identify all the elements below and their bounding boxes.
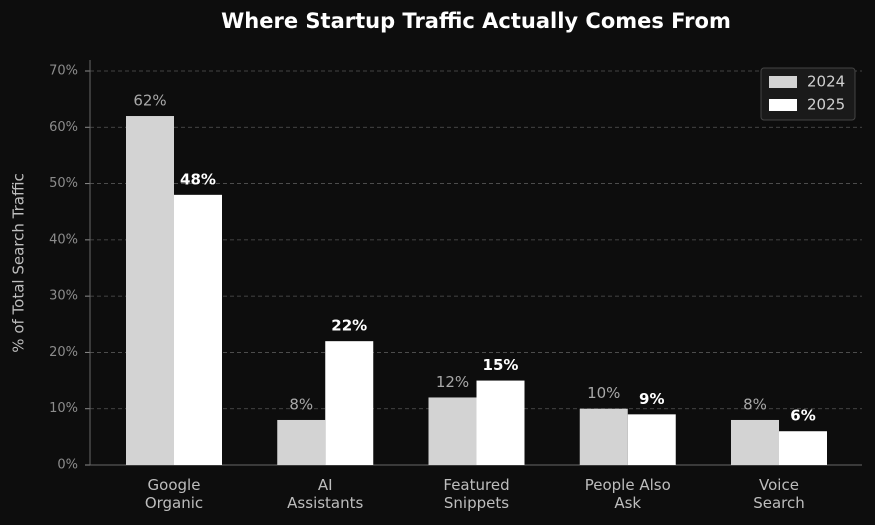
value-label: 10% (587, 384, 620, 402)
x-tick-label-line: Snippets (444, 494, 509, 512)
bar (779, 431, 827, 465)
bar (428, 397, 477, 465)
y-tick-label: 10% (49, 401, 78, 416)
bar (174, 194, 222, 466)
value-label: 15% (483, 356, 519, 374)
value-label: 8% (289, 395, 313, 413)
legend-swatch (769, 99, 797, 111)
chart-title: Where Startup Traffic Actually Comes Fro… (221, 9, 731, 33)
x-tick-label: Google Organic (145, 476, 203, 512)
x-tick-label: Voice Search (753, 476, 805, 512)
y-tick-label: 60% (49, 120, 78, 135)
x-tick-label-line: Ask (614, 494, 641, 512)
x-tick-label: Featured Snippets (443, 476, 509, 512)
value-label: 8% (743, 395, 767, 413)
x-tick-label-line: Assistants (287, 494, 363, 512)
bar (277, 419, 326, 465)
y-tick-label: 40% (49, 232, 78, 247)
bar (731, 419, 779, 465)
y-axis-label: % of Total Search Traffic (10, 173, 28, 352)
x-tick-label-line: People Also (585, 476, 671, 494)
x-tick-label-line: Organic (145, 494, 203, 512)
x-tick-label: AI Assistants (287, 476, 363, 512)
bar (476, 380, 525, 465)
value-label: 12% (436, 373, 469, 391)
value-label: 6% (790, 407, 815, 425)
bar (579, 408, 628, 465)
x-tick-label-line: AI (318, 476, 333, 494)
x-tick-label-line: Search (753, 494, 805, 512)
legend-swatch (769, 76, 797, 88)
bar (325, 341, 374, 465)
y-tick-label: 70% (49, 64, 78, 79)
x-tick-label-line: Google (148, 476, 201, 494)
x-tick-label-line: Voice (759, 476, 799, 494)
value-label: 48% (180, 170, 216, 188)
value-label: 9% (639, 390, 664, 408)
y-tick-label: 50% (49, 176, 78, 191)
y-tick-label: 0% (57, 458, 78, 473)
y-tick-label: 30% (49, 289, 78, 304)
value-label: 22% (331, 317, 367, 335)
bar (627, 414, 676, 465)
legend-label: 2024 (807, 73, 845, 91)
y-tick-label: 20% (49, 345, 78, 360)
bar (126, 116, 174, 466)
legend-label: 2025 (807, 96, 845, 114)
value-label: 62% (133, 92, 166, 110)
x-tick-label: People Also Ask (585, 476, 671, 512)
x-tick-label-line: Featured (443, 476, 509, 494)
